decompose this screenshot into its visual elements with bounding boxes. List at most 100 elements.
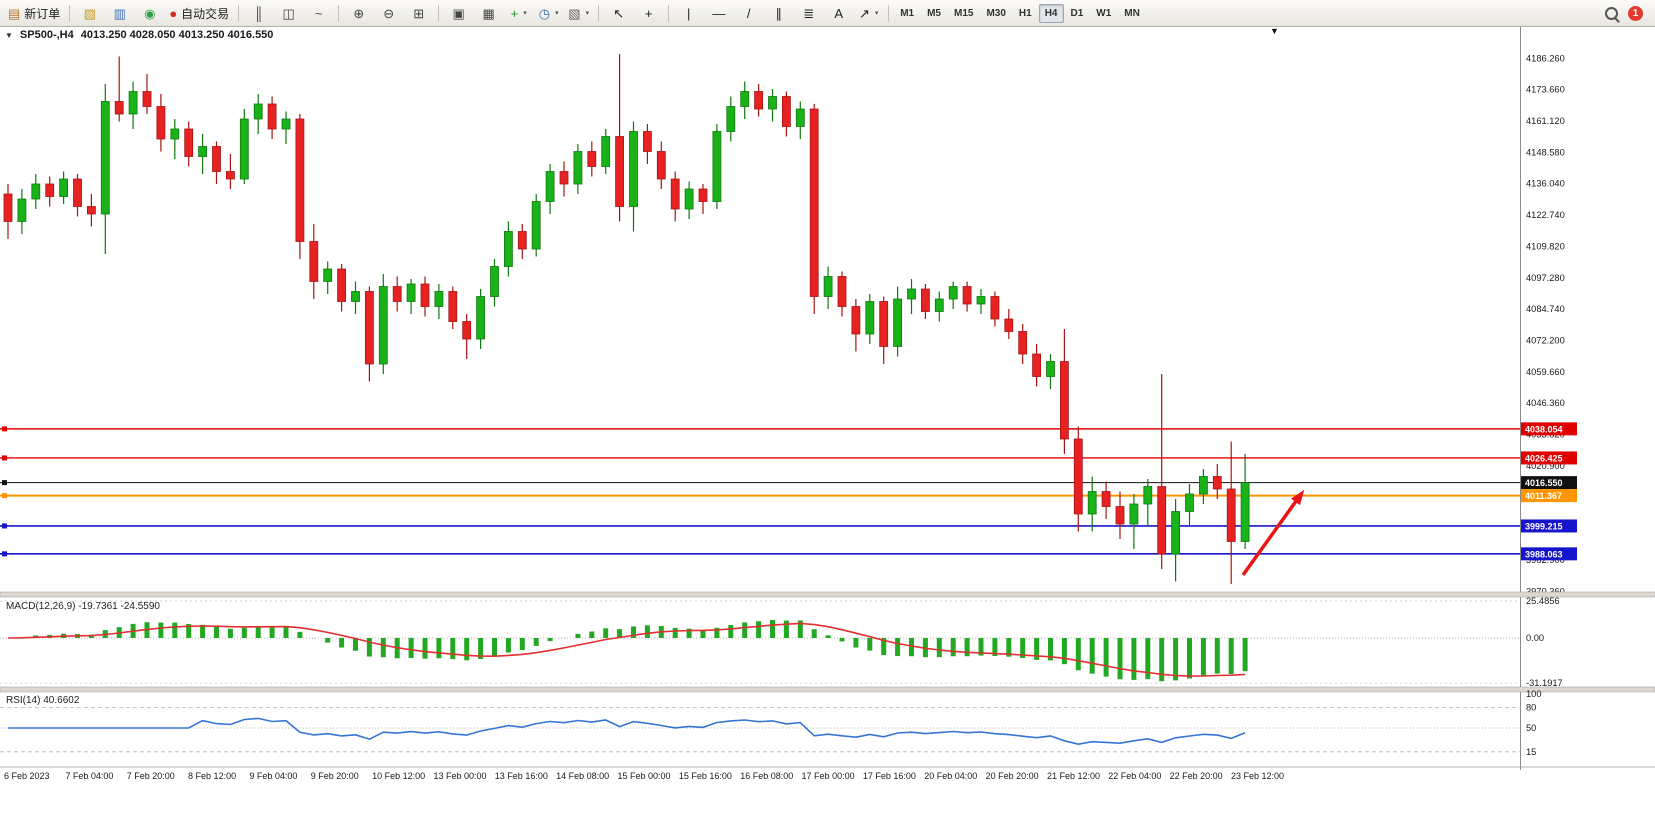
cascade-windows-icon[interactable]: ▦: [474, 2, 503, 24]
vertical-line-tool-glyph: |: [686, 5, 691, 21]
macd-title: MACD(12,26,9): [6, 601, 76, 612]
timeframe-M1[interactable]: M1: [900, 7, 915, 19]
candle: [281, 118, 291, 130]
timeframe-D1[interactable]: D1: [1070, 7, 1084, 19]
timeframe-M15[interactable]: M15: [954, 7, 974, 19]
crosshair-tool-button[interactable]: +: [634, 2, 663, 24]
candle: [559, 171, 569, 185]
candle: [198, 146, 208, 157]
arrow-objects-menu-button[interactable]: ↗ ▾: [854, 2, 883, 24]
cursor-tool-glyph: ↖: [613, 5, 625, 21]
candle: [45, 183, 55, 197]
window-collapse-icon[interactable]: ▼: [1270, 26, 1279, 36]
candle: [1171, 511, 1180, 555]
candle: [434, 291, 444, 307]
candle: [698, 188, 708, 202]
notification-badge[interactable]: 1: [1628, 5, 1643, 21]
channel-tool-button[interactable]: ∥: [764, 2, 793, 24]
candle: [1226, 488, 1236, 542]
svg-text:15: 15: [1526, 747, 1536, 757]
candle: [448, 291, 458, 322]
fibonacci-tool-button[interactable]: ≣: [794, 2, 823, 24]
rsi-line: [8, 717, 1246, 746]
candle: [782, 96, 791, 127]
entry-line-handle[interactable]: [2, 493, 7, 499]
support-line-1-handle[interactable]: [2, 523, 7, 529]
svg-text:16 Feb 08:00: 16 Feb 08:00: [740, 771, 793, 781]
chart-expand-icon[interactable]: ▼: [5, 30, 13, 40]
zoom-in-icon-glyph: ⊕: [353, 5, 365, 21]
add-indicator-button[interactable]: + ▾: [504, 2, 533, 24]
arrange-windows-icon[interactable]: ▣: [444, 2, 473, 24]
candle: [184, 128, 194, 157]
panel-separator-1[interactable]: [0, 591, 1655, 598]
rsi-panel: [0, 707, 1520, 753]
svg-text:17 Feb 00:00: 17 Feb 00:00: [802, 771, 855, 781]
timeframe-M5[interactable]: M5: [927, 7, 941, 19]
candle: [573, 151, 583, 185]
svg-text:13 Feb 16:00: 13 Feb 16:00: [495, 771, 548, 781]
panel-separator-2[interactable]: [0, 686, 1655, 693]
trend-arrow[interactable]: [1241, 489, 1305, 577]
market-watch-icon[interactable]: ▨: [75, 2, 104, 24]
svg-text:4046.360: 4046.360: [1526, 398, 1565, 408]
support-line-1-tag: [1521, 519, 1577, 533]
line-chart-icon[interactable]: ~: [304, 2, 333, 24]
candle: [934, 298, 944, 312]
candle: [865, 301, 875, 335]
template-menu-button[interactable]: ▧ ▾: [564, 2, 593, 24]
candle: [295, 118, 305, 242]
support-line-2-handle[interactable]: [2, 551, 7, 557]
candle: [531, 201, 541, 250]
rsi-scale-labels: 100 80 50 15: [1526, 689, 1542, 757]
macd-signal-line: [7, 622, 1246, 677]
time-axis[interactable]: [0, 770, 1655, 786]
data-window-icon[interactable]: ▥: [105, 2, 134, 24]
svg-text:9 Feb 20:00: 9 Feb 20:00: [311, 771, 359, 781]
candle: [351, 291, 360, 302]
candle: [73, 178, 82, 207]
svg-text:6 Feb 2023: 6 Feb 2023: [4, 771, 50, 781]
candle: [31, 183, 41, 200]
horizontal-line-tool-button[interactable]: —: [704, 2, 733, 24]
timeframe-W1[interactable]: W1: [1096, 7, 1112, 19]
vertical-line-tool-button[interactable]: |: [674, 2, 703, 24]
svg-text:4148.580: 4148.580: [1526, 147, 1565, 157]
candle: [1101, 491, 1111, 507]
svg-text:10 Feb 12:00: 10 Feb 12:00: [372, 771, 425, 781]
timeframe-H1[interactable]: H1: [1018, 7, 1032, 19]
candlestick-chart-icon[interactable]: ◫: [274, 2, 303, 24]
zoom-out-icon-glyph: ⊖: [383, 5, 395, 21]
new-order-button[interactable]: ▤ 新订单: [4, 2, 64, 24]
timeframe-menu-button[interactable]: ◷ ▾: [534, 2, 563, 24]
bar-chart-icon[interactable]: ║: [244, 2, 273, 24]
market-watch-icon-glyph: ▨: [83, 5, 96, 21]
autotrading-button[interactable]: ● 自动交易: [165, 2, 233, 24]
resistance-line-2-handle[interactable]: [2, 455, 7, 461]
horizontal-lines: [0, 426, 1520, 557]
text-tool-button[interactable]: A: [824, 2, 853, 24]
chevron-down-icon: ▾: [555, 10, 559, 17]
zoom-out-icon[interactable]: ⊖: [374, 2, 403, 24]
current-price-line-handle[interactable]: [2, 480, 7, 486]
resistance-line-1-handle[interactable]: [2, 426, 7, 432]
timeframe-M30[interactable]: M30: [986, 7, 1006, 19]
zoom-in-icon[interactable]: ⊕: [344, 2, 373, 24]
svg-text:4016.550: 4016.550: [1525, 478, 1563, 488]
cursor-tool-button[interactable]: ↖: [604, 2, 633, 24]
navigator-icon[interactable]: ◉: [135, 2, 164, 24]
tile-windows-icon[interactable]: ⊞: [404, 2, 433, 24]
candle: [392, 286, 402, 302]
svg-text:17 Feb 16:00: 17 Feb 16:00: [863, 771, 916, 781]
candle: [1212, 476, 1222, 490]
current-price-line-tag: [1521, 476, 1577, 490]
search-icon[interactable]: [1605, 6, 1618, 20]
candle: [378, 286, 388, 365]
price-axis[interactable]: [1521, 26, 1655, 770]
timeframe-H4[interactable]: H4: [1038, 3, 1064, 23]
navigator-icon-glyph: ◉: [144, 5, 156, 21]
svg-text:8 Feb 12:00: 8 Feb 12:00: [188, 771, 236, 781]
candle: [629, 131, 638, 207]
trendline-tool-button[interactable]: /: [734, 2, 763, 24]
timeframe-MN[interactable]: MN: [1124, 7, 1140, 19]
